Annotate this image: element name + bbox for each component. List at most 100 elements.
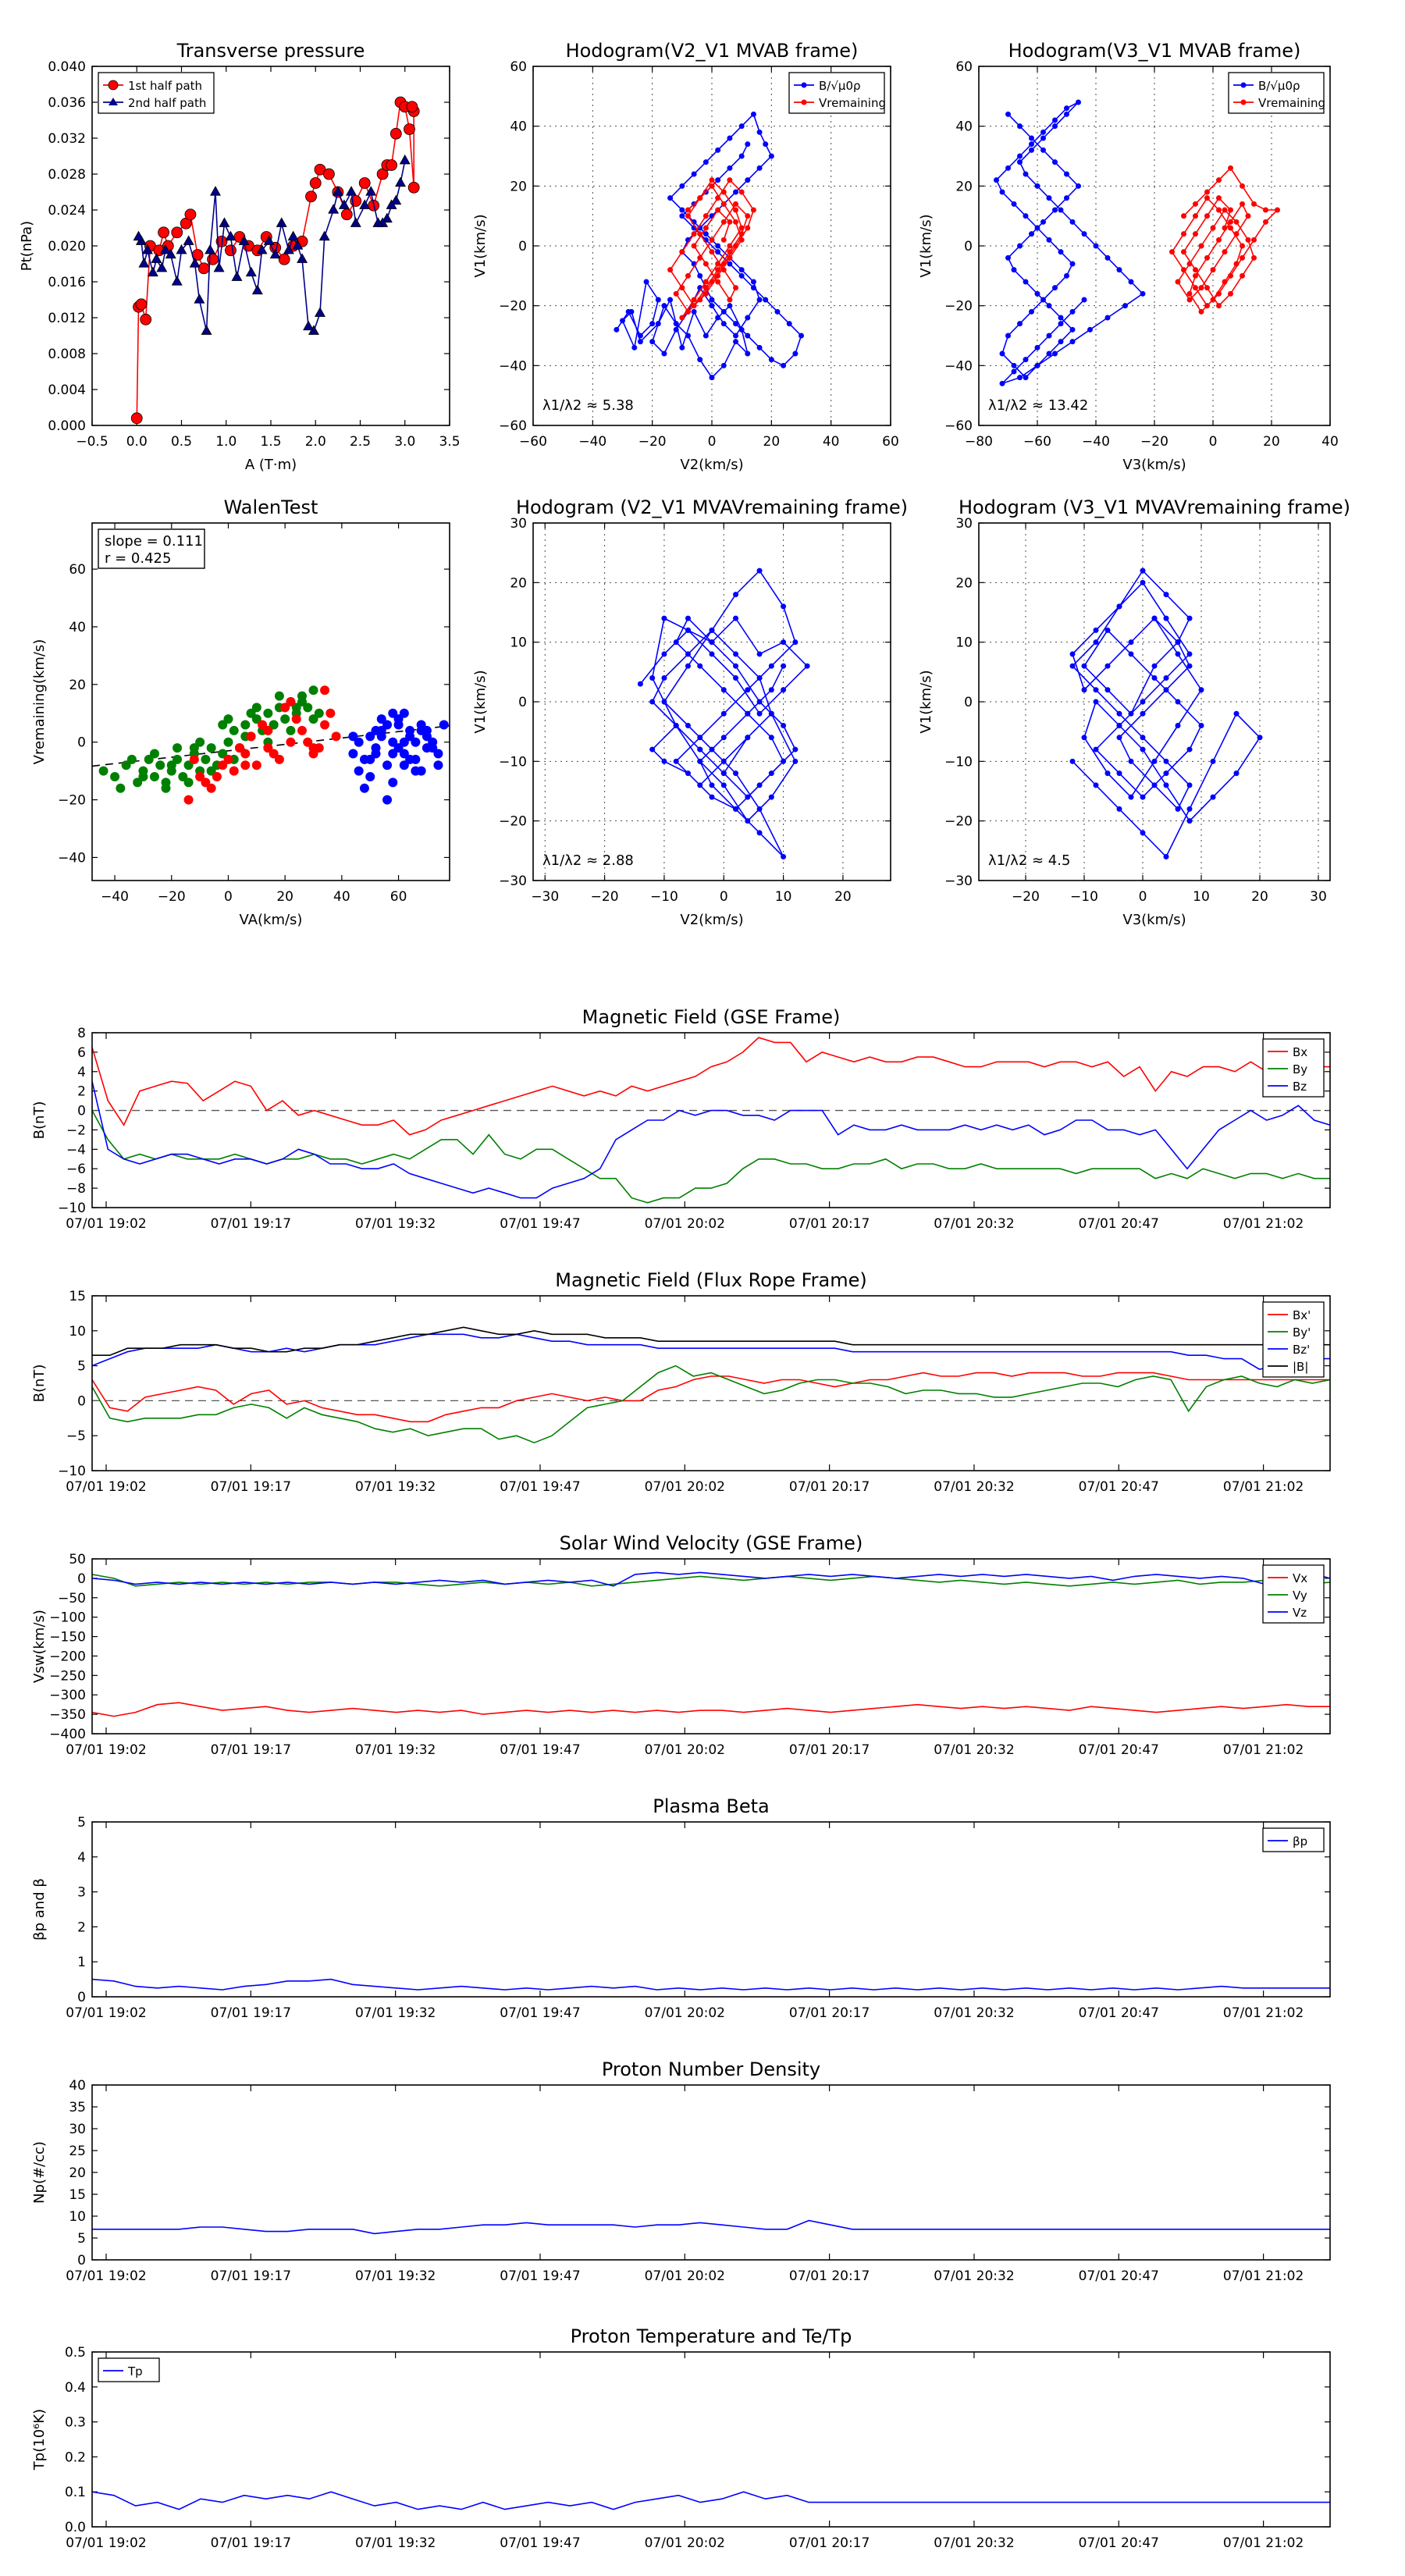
- legend-box: [788, 72, 885, 114]
- y-tick-label: −350: [49, 1707, 86, 1723]
- x-tick-label: 10: [1193, 889, 1210, 905]
- x-tick-label: 40: [1321, 434, 1339, 450]
- chart-ts2: Magnetic Field (Flux Rope Frame) 07/01 19…: [31, 1269, 1331, 1495]
- x-tick-label: 07/01 20:47: [1079, 2268, 1159, 2284]
- data-point: [738, 326, 745, 333]
- data-point: [1104, 687, 1111, 693]
- data-point: [1151, 615, 1158, 621]
- data-point: [195, 737, 205, 747]
- data-point: [1029, 141, 1034, 148]
- data-point: [738, 231, 745, 237]
- data-point: [223, 714, 233, 724]
- data-point: [1081, 735, 1087, 741]
- data-point: [697, 357, 703, 363]
- data-point: [1228, 219, 1233, 225]
- data-point: [1204, 189, 1210, 195]
- data-point: [297, 697, 307, 706]
- y-axis-label: V1(km/s): [472, 214, 489, 277]
- data-point: [715, 279, 721, 285]
- data-point: [733, 333, 739, 339]
- data-point: [116, 783, 126, 793]
- x-tick-label: 07/01 20:32: [934, 1479, 1014, 1495]
- legend-marker: [1240, 82, 1247, 88]
- x-tick-label: 07/01 20:47: [1079, 1216, 1159, 1232]
- x-tick-label: 07/01 20:32: [934, 1742, 1014, 1758]
- data-point: [201, 754, 211, 764]
- data-point: [338, 199, 350, 209]
- data-point: [1046, 237, 1052, 243]
- x-tick-label: 07/01 19:02: [66, 1216, 146, 1232]
- data-point: [225, 230, 237, 241]
- data-point: [673, 326, 679, 333]
- data-point: [308, 749, 318, 759]
- y-tick-label: −4: [66, 1142, 86, 1158]
- data-point: [376, 731, 386, 742]
- data-point: [223, 754, 233, 764]
- data-point: [1104, 663, 1111, 669]
- y-axis-label: βp and β: [31, 1878, 48, 1941]
- x-tick-label: 07/01 19:47: [500, 1479, 580, 1495]
- data-point: [750, 207, 756, 213]
- data-point: [1228, 272, 1233, 279]
- series-bz-line: [92, 1081, 1330, 1199]
- data-point: [135, 298, 148, 311]
- y-tick-label: 20: [955, 179, 973, 194]
- data-point: [685, 213, 691, 219]
- data-point: [715, 177, 721, 183]
- data-point: [1104, 254, 1111, 261]
- stats-text: r = 0.425: [105, 550, 171, 567]
- x-tick-label: −30: [531, 889, 559, 905]
- data-point: [1046, 333, 1052, 339]
- y-tick-label: 2: [77, 1084, 86, 1100]
- data-point: [359, 783, 369, 793]
- x-tick-label: −40: [101, 889, 129, 905]
- data-point: [1064, 111, 1069, 117]
- data-point: [1093, 243, 1099, 249]
- data-point: [269, 720, 279, 730]
- data-point: [388, 737, 398, 747]
- data-point: [178, 772, 188, 782]
- data-point: [685, 723, 691, 729]
- data-point: [745, 315, 751, 321]
- data-point: [388, 777, 398, 788]
- data-point: [1093, 782, 1099, 788]
- x-tick-label: 07/01 19:17: [211, 1742, 291, 1758]
- data-point: [1140, 579, 1146, 585]
- data-point: [1017, 159, 1023, 165]
- x-tick-label: 20: [1263, 434, 1280, 450]
- series-bx--line: [92, 1372, 1330, 1423]
- data-point: [286, 737, 296, 747]
- legend-label: Vremaining: [1258, 96, 1325, 110]
- legend-label: Bz': [1293, 1343, 1310, 1357]
- x-tick-label: 1.0: [215, 434, 237, 450]
- data-point: [1151, 758, 1158, 764]
- y-tick-label: 0: [77, 1104, 86, 1119]
- y-tick-label: −10: [499, 754, 527, 770]
- data-point: [158, 226, 170, 239]
- data-point: [786, 321, 792, 327]
- data-point: [999, 350, 1005, 357]
- data-point: [1210, 758, 1216, 764]
- data-point: [1216, 237, 1222, 243]
- data-point: [655, 321, 661, 327]
- data-point: [1216, 290, 1222, 297]
- y-tick-label: −400: [49, 1727, 86, 1742]
- x-tick-label: 30: [1310, 889, 1327, 905]
- x-tick-label: 07/01 19:47: [500, 2268, 580, 2284]
- y-tick-label: 0: [77, 1571, 86, 1587]
- data-point: [1140, 735, 1146, 741]
- data-point: [727, 254, 733, 261]
- x-tick-label: 07/01 19:02: [66, 1479, 146, 1495]
- x-tick-label: 07/01 20:17: [789, 1216, 870, 1232]
- data-point: [1186, 261, 1193, 267]
- x-tick-label: 20: [834, 889, 852, 905]
- data-point: [1204, 213, 1210, 219]
- x-tick-label: 07/01 20:17: [789, 1742, 870, 1758]
- data-point: [733, 201, 739, 207]
- data-point: [1069, 261, 1076, 267]
- data-layer: [1069, 568, 1263, 859]
- plot-frame: [91, 1032, 1331, 1208]
- data-point: [173, 754, 183, 764]
- data-point: [685, 770, 691, 777]
- data-point: [280, 714, 290, 724]
